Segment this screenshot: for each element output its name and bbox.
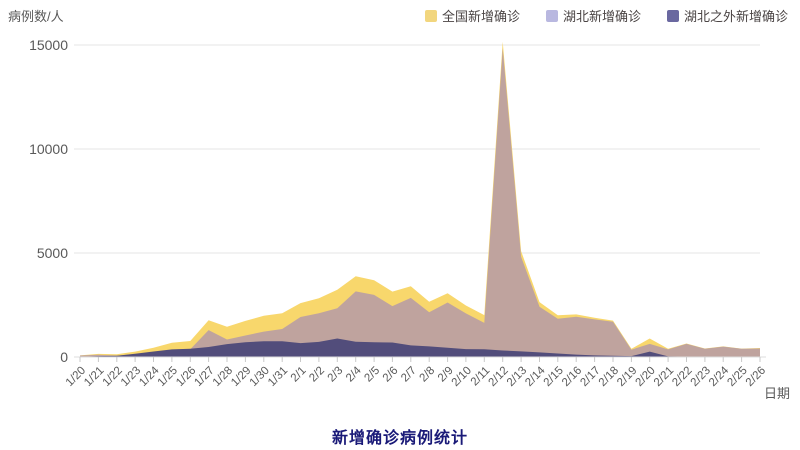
x-tick-label: 2/21 (652, 365, 676, 389)
y-tick-label: 5000 (37, 245, 68, 261)
x-tick-label: 2/8 (418, 365, 438, 385)
x-tick-label: 2/16 (560, 365, 584, 389)
x-tick-label: 2/1 (289, 365, 309, 385)
x-axis-title: 日期 (764, 386, 790, 401)
hubei-legend-swatch-icon (545, 9, 558, 22)
legend-item-hubei[interactable]: 湖北新增确诊 (545, 6, 641, 25)
outside-hubei-legend-swatch-icon (666, 9, 679, 22)
x-tick-label: 1/29 (229, 365, 253, 389)
x-tick-label: 1/23 (119, 365, 143, 389)
legend-label-national: 全国新增确诊 (441, 9, 520, 24)
x-tick-label: 1/28 (211, 365, 235, 389)
y-tick-label: 0 (60, 349, 68, 365)
x-tick-label: 2/2 (307, 365, 327, 385)
x-tick-label: 2/11 (469, 365, 493, 389)
x-tick-label: 2/3 (326, 365, 346, 385)
x-tick-label: 1/27 (192, 365, 216, 389)
x-tick-label: 2/10 (450, 365, 474, 389)
legend: 全国新增确诊 湖北新增确诊 湖北之外新增确诊 (424, 6, 788, 25)
area-hubei[interactable] (80, 48, 760, 358)
x-tick-label: 2/12 (487, 365, 511, 389)
y-tick-label: 10000 (29, 141, 68, 157)
area-outside-hubei[interactable] (80, 338, 760, 358)
x-tick-label: 2/18 (597, 365, 621, 389)
x-tick-label: 2/22 (670, 365, 694, 389)
x-tick-label: 2/17 (578, 365, 602, 389)
national-legend-swatch-icon (424, 9, 437, 22)
x-tick-label: 2/13 (505, 365, 529, 389)
x-tick-label: 1/30 (248, 365, 272, 389)
legend-label-hubei: 湖北新增确诊 (562, 9, 641, 24)
x-tick-label: 1/21 (82, 365, 106, 389)
x-tick-label: 1/31 (266, 365, 290, 389)
x-tick-label: 2/6 (381, 365, 401, 385)
y-tick-label: 15000 (29, 37, 68, 53)
legend-item-national[interactable]: 全国新增确诊 (424, 6, 520, 25)
y-axis-title: 病例数/人 (8, 9, 64, 24)
x-tick-label: 2/4 (344, 364, 364, 384)
chart-title: 新增确诊病例统计 (331, 430, 468, 447)
x-tick-label: 1/20 (64, 365, 88, 389)
legend-item-outside-hubei[interactable]: 湖北之外新增确诊 (666, 6, 788, 25)
x-tick-label: 1/25 (156, 365, 180, 389)
x-tick-label: 2/7 (399, 365, 419, 385)
x-tick-label: 2/25 (725, 365, 749, 389)
x-tick-label: 2/15 (542, 365, 566, 389)
x-tick-label: 2/20 (634, 365, 658, 389)
legend-label-outside-hubei: 湖北之外新增确诊 (683, 9, 788, 24)
x-tick-label: 2/5 (362, 365, 382, 385)
